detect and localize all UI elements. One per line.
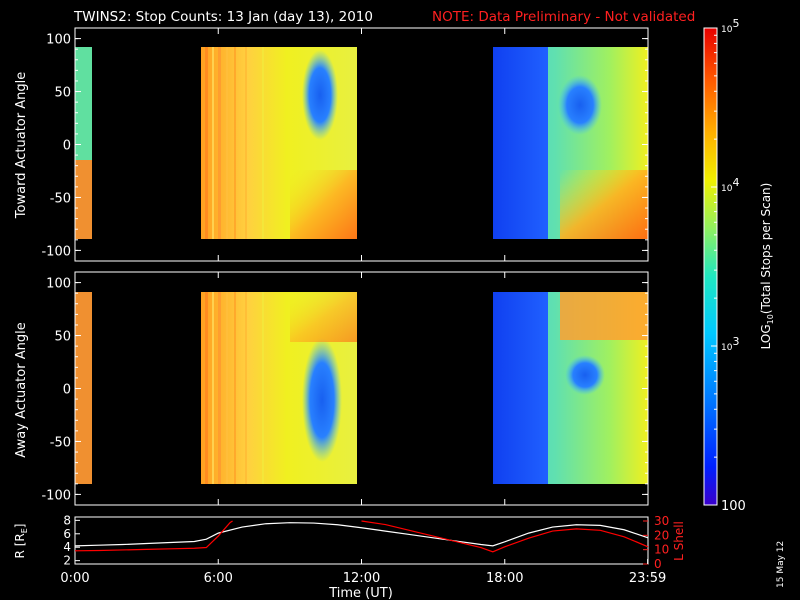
away-panel: 100 50 0 -50 -100 Away Actuator Angle: [14, 271, 649, 506]
toward-y-ticks: 100 50 0 -50 -100: [41, 28, 649, 261]
colorbar-frame: [703, 27, 718, 506]
right-tick-label: 10: [654, 543, 669, 557]
colorbar-tick-label: 103: [721, 335, 739, 353]
away-left-sliver: [75, 292, 92, 484]
toward-right-blue-band: [493, 47, 548, 239]
toward-middle-blue-blob: [302, 50, 338, 140]
away-y-ticks: 100 50 0 -50 -100: [41, 272, 649, 505]
toward-panel: 100 50 0 -50 -100 Toward Actuator Angle: [14, 27, 649, 262]
chart-title: TWINS2: Stop Counts: 13 Jan (day 13), 20…: [73, 9, 373, 25]
right-tick-label: 20: [654, 528, 669, 542]
orbit-lines: [74, 520, 649, 553]
y-tick-label: -50: [50, 191, 71, 206]
x-tick-label: 0:00: [60, 571, 89, 586]
orbit-x-label: Time (UT): [328, 586, 393, 600]
away-right-blue-band: [493, 292, 548, 484]
away-middle-stripes: [205, 292, 264, 484]
away-middle-blue-blob: [302, 338, 342, 462]
toward-y-label: Toward Actuator Angle: [14, 72, 29, 219]
left-tick-label: 6: [63, 527, 71, 541]
y-tick-label: -100: [41, 244, 71, 259]
x-tick-label: 12:00: [343, 571, 380, 586]
toward-right-blue-blob: [558, 75, 602, 135]
orbit-right-label: L Shell: [672, 521, 686, 561]
left-tick-label: 2: [63, 554, 71, 568]
date-stamp: 15 May 12: [776, 541, 786, 588]
colorbar-tick-label: 105: [721, 17, 739, 35]
right-tick-label: 0: [654, 557, 662, 571]
orbit-x-ticks: 0:00 6:00 12:00 18:00 23:59: [60, 559, 666, 586]
toward-middle-stripes: [205, 47, 264, 239]
colorbar-label: LOG10(Total Stops per Scan): [759, 183, 775, 350]
x-tick-label: 23:59: [629, 571, 666, 586]
y-tick-label: 0: [63, 383, 71, 398]
away-y-label: Away Actuator Angle: [14, 322, 29, 457]
x-tick-label: 6:00: [204, 571, 233, 586]
colorbar-tick-label: 104: [721, 176, 739, 194]
colorbar: 105 104 103 100 LOG10(Total Stops per Scan): [703, 17, 775, 514]
y-tick-label: 100: [46, 33, 71, 48]
right-tick-label: 30: [654, 514, 669, 528]
orbit-left-label: R [RE]: [13, 524, 29, 559]
data-note: NOTE: Data Preliminary - Not validated: [432, 9, 695, 25]
colorbar-tick-label: 100: [721, 499, 746, 514]
y-tick-label: -100: [41, 488, 71, 503]
lshell-series-line: [74, 520, 233, 552]
y-tick-label: 0: [63, 139, 71, 154]
x-tick-label: 18:00: [486, 571, 523, 586]
y-tick-label: 50: [54, 86, 71, 101]
colorbar-gradient: [704, 28, 717, 505]
y-tick-label: 50: [54, 330, 71, 345]
r-series-line: [74, 522, 649, 547]
left-tick-label: 4: [63, 540, 71, 554]
orbit-axes-frame: [74, 516, 649, 565]
y-tick-label: 100: [46, 277, 71, 292]
colorbar-ticks: 105 104 103 100: [711, 17, 746, 514]
y-tick-label: -50: [50, 435, 71, 450]
away-right-blue-blob: [565, 355, 605, 395]
lshell-series-line-2: [361, 520, 649, 553]
left-tick-label: 8: [63, 513, 71, 527]
